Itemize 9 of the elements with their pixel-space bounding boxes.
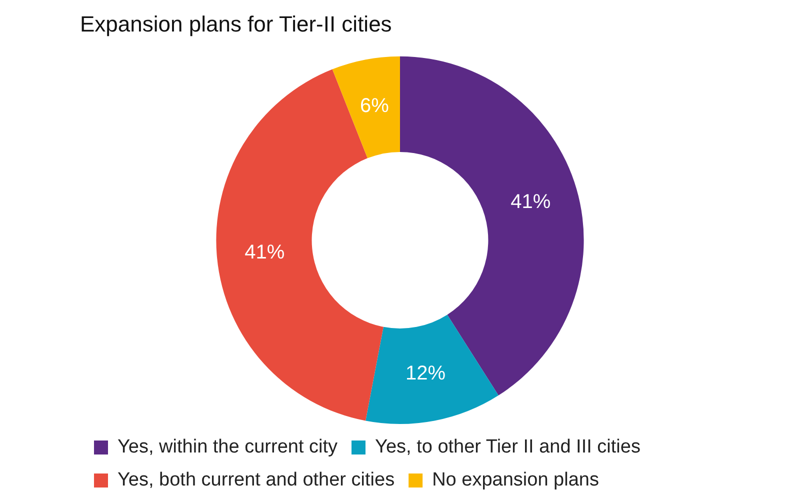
data-label: 12%: [405, 362, 446, 384]
legend-label: Yes, within the current city: [118, 436, 338, 458]
data-label: 41%: [244, 242, 285, 264]
data-label: 6%: [360, 95, 390, 118]
data-label: 41%: [510, 190, 551, 213]
legend-label: Yes, to other Tier II and III cities: [375, 436, 640, 458]
legend-label: No expansion plans: [432, 470, 599, 491]
legend-label: Yes, both current and other cities: [118, 470, 395, 491]
chart-title: Expansion plans for Tier-II cities: [80, 11, 392, 36]
